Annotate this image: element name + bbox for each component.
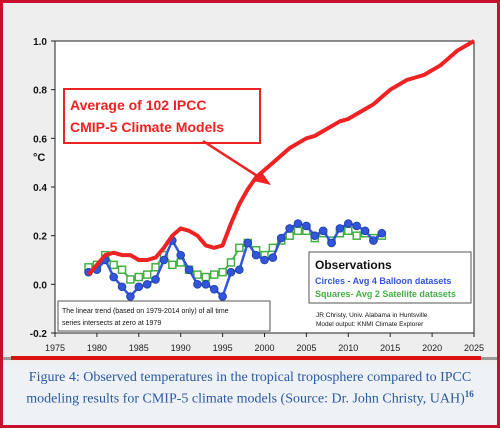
- balloon-point: [117, 282, 127, 292]
- balloon-point: [285, 224, 294, 233]
- y-tick-label: 0.6: [33, 134, 47, 145]
- balloon-point: [159, 255, 169, 265]
- balloon-point: [126, 292, 135, 301]
- y-tick-label: 1.0: [33, 37, 47, 48]
- x-tick-label: 2015: [380, 343, 400, 353]
- balloon-point: [293, 219, 303, 228]
- balloon-point: [335, 224, 345, 233]
- legend-satellite: Squares- Avg 2 Satellite datasets: [315, 289, 456, 299]
- y-axis: 1.0 0.8 0.6 0.4 0.2 0.0 -0.2: [30, 37, 55, 340]
- progress-fill: [11, 356, 481, 360]
- satellite-point: [117, 265, 127, 274]
- balloon-point: [268, 253, 278, 262]
- balloon-point: [276, 233, 286, 243]
- balloon-point: [352, 221, 361, 231]
- caption-text: Figure 4: Observed temperatures in the t…: [26, 370, 472, 407]
- balloon-point: [243, 238, 253, 248]
- x-tick-label: 1995: [213, 343, 233, 353]
- balloon-point: [302, 221, 311, 231]
- satellite-point: [109, 260, 118, 270]
- balloon-point: [360, 226, 370, 236]
- satellite-point: [168, 260, 177, 270]
- caption-footnote: 16: [464, 389, 474, 399]
- x-tick-label: 1975: [45, 343, 65, 353]
- satellite-point: [352, 231, 361, 240]
- balloon-point: [369, 236, 378, 245]
- satellite-point: [142, 270, 152, 279]
- legend-balloon: Circles - Avg 4 Balloon datasets: [315, 276, 451, 286]
- models-label-box: [63, 88, 261, 144]
- x-axis: 1975 1980 1985 1990 1995 2000 2005 2010 2015 2020…: [45, 333, 484, 353]
- balloon-point: [209, 284, 219, 294]
- satellite-point: [293, 226, 303, 236]
- balloon-point: [235, 265, 244, 275]
- balloon-point: [377, 228, 387, 238]
- y-tick-label: 0.2: [33, 232, 47, 243]
- x-tick-label: 1985: [129, 343, 149, 353]
- satellite-point: [193, 270, 202, 279]
- models-label-line1: Average of 102 IPCC: [70, 97, 206, 113]
- satellite-point: [218, 267, 227, 277]
- x-tick-label: 2020: [422, 343, 442, 353]
- satellite-point: [126, 275, 135, 284]
- satellite-point: [285, 231, 294, 240]
- x-tick-label: 1990: [171, 343, 191, 353]
- balloon-point: [310, 231, 320, 240]
- balloon-point: [176, 250, 185, 260]
- balloon-point: [151, 275, 160, 284]
- x-tick-label: 2010: [338, 343, 358, 353]
- balloon-point: [260, 255, 269, 265]
- balloon-point: [327, 238, 336, 248]
- observations-title: Observations: [315, 258, 392, 272]
- balloon-point: [142, 280, 152, 289]
- models-arrowhead: [254, 171, 271, 185]
- model-series-line: [86, 39, 476, 276]
- series-layer: [84, 39, 476, 301]
- balloon-point: [184, 265, 194, 275]
- balloon-point: [134, 282, 144, 292]
- trend-note-line1: The linear trend (based on 1979-2014 onl…: [62, 308, 229, 315]
- credit-line1: JR Christy, Univ. Alabama in Huntsville: [316, 312, 428, 319]
- satellite-point: [235, 243, 244, 253]
- models-label-line2: CMIP-5 Climate Models: [70, 119, 224, 135]
- satellite-point: [344, 226, 353, 236]
- satellite-point: [201, 272, 211, 282]
- y-unit-label: °C: [33, 152, 45, 164]
- y-tick-label: 0.4: [33, 183, 47, 194]
- balloon-point: [201, 280, 211, 289]
- balloon-point: [193, 280, 202, 289]
- models-arrow: [202, 139, 263, 181]
- x-tick-label: 2000: [254, 343, 274, 353]
- observations-box: [308, 251, 472, 304]
- y-tick-label: -0.2: [30, 329, 48, 340]
- balloon-point: [344, 219, 353, 228]
- balloon-point: [226, 267, 236, 277]
- balloon-point: [251, 250, 261, 260]
- balloon-point: [218, 292, 227, 301]
- satellite-point: [226, 258, 236, 267]
- trend-note-line2: series intersects at zero at 1979: [62, 320, 161, 327]
- balloon-point: [318, 226, 328, 236]
- satellite-point: [134, 272, 144, 282]
- credit-line2: Model output: KNMI Climate Explorer: [316, 321, 424, 328]
- y-tick-label: 0.0: [33, 280, 47, 291]
- satellite-point: [209, 270, 219, 279]
- satellite-point: [151, 263, 160, 272]
- figure-caption: Figure 4: Observed temperatures in the t…: [18, 369, 482, 408]
- balloon-point: [109, 272, 118, 282]
- x-tick-label: 2005: [296, 343, 316, 353]
- y-tick-label: 0.8: [33, 86, 47, 97]
- x-tick-label: 2025: [464, 343, 484, 353]
- x-tick-label: 1980: [87, 343, 107, 353]
- trend-note-box: [57, 300, 271, 332]
- chart: 1.00.80.60.40.20.0-0.2 1975 1980 1985 1990 1…: [3, 3, 497, 365]
